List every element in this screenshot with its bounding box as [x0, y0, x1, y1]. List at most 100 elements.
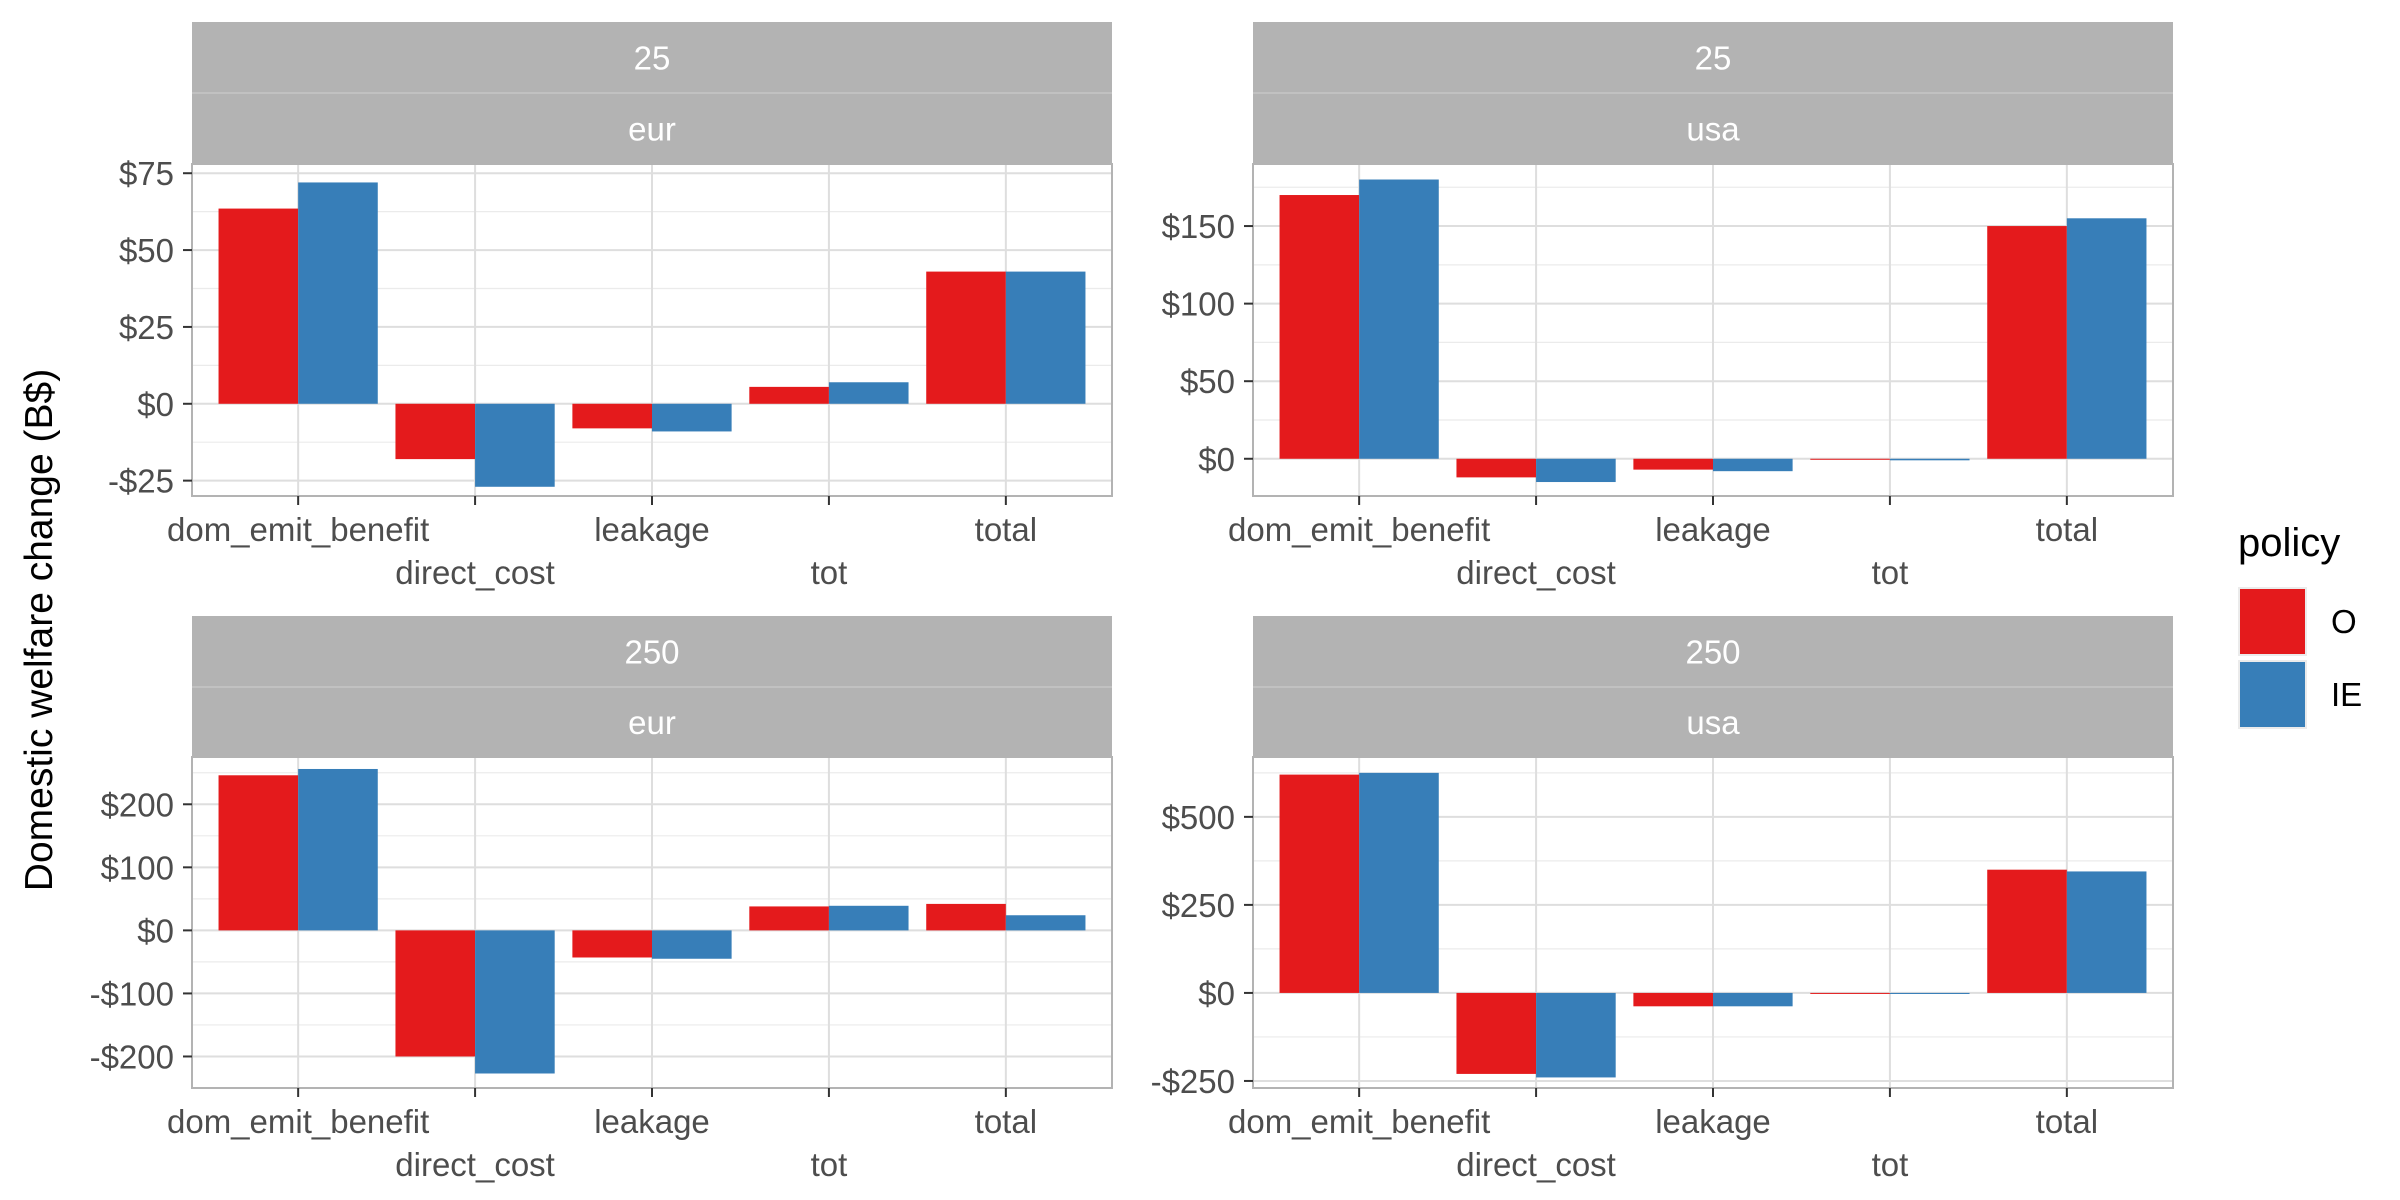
x-tick-label: total [2036, 1103, 2098, 1140]
bar-IE-leakage [652, 403, 732, 432]
legend-swatch-O [2240, 589, 2305, 654]
y-tick-label: -$25 [108, 463, 174, 500]
strip-top-label: 25 [1695, 40, 1732, 77]
strip-bottom-label: usa [1686, 704, 1740, 741]
bar-O-dom_emit_benefit [218, 775, 299, 931]
x-tick-label: dom_emit_benefit [1228, 511, 1490, 548]
strip-bottom-label: usa [1686, 111, 1740, 148]
strip-top-label: 25 [634, 40, 671, 77]
y-tick-label: $250 [1162, 887, 1235, 924]
bar-O-leakage [1633, 992, 1713, 1007]
strip-bottom-label: eur [628, 111, 676, 148]
strip-top-label: 250 [1685, 634, 1740, 671]
strip-bottom-box [192, 93, 1112, 164]
strip-top-box [1253, 22, 2173, 93]
x-tick-label: tot [1872, 1146, 1909, 1183]
x-tick-label: total [975, 511, 1037, 548]
bar-O-direct_cost [1456, 992, 1537, 1074]
y-tick-label: $50 [1180, 363, 1235, 400]
bar-IE-direct_cost [475, 930, 555, 1074]
strip-top-box [1253, 616, 2173, 687]
y-axis-title: Domestic welfare change (B$) [18, 369, 61, 891]
y-tick-label: $200 [101, 786, 174, 823]
strip-bottom-box [192, 687, 1112, 757]
bar-O-tot [1810, 458, 1890, 460]
facet-panel-250-eur: 250 eur -$200 -$100 $0 $100 $200 dom_emit_benef… [90, 616, 1113, 1183]
legend: policy O IE [2238, 521, 2362, 729]
bar-IE-total [2066, 218, 2147, 459]
x-tick-label: leakage [594, 1103, 710, 1140]
legend-swatch-IE [2240, 662, 2305, 727]
x-tick-label: tot [811, 554, 848, 591]
y-tick-label: $500 [1162, 799, 1235, 836]
legend-title: policy [2238, 521, 2340, 565]
legend-label-IE: IE [2331, 676, 2362, 713]
y-tick-label: $100 [101, 849, 174, 886]
bar-O-direct_cost [395, 930, 476, 1057]
y-tick-label: $50 [119, 232, 174, 269]
x-tick-label: direct_cost [1456, 554, 1616, 591]
strip-bottom-box [1253, 93, 2173, 164]
x-tick-label: direct_cost [1456, 1146, 1616, 1183]
facet-panel-25-eur: 25 eur -$25 $0 $25 $50 $75 dom_emit_benefitdire… [108, 22, 1113, 591]
bar-O-tot [749, 386, 829, 404]
strip-top-box [192, 22, 1112, 93]
legend-label-O: O [2331, 603, 2357, 640]
bar-IE-leakage [1713, 458, 1793, 472]
bar-IE-tot [1889, 458, 1970, 461]
bar-IE-leakage [652, 930, 732, 959]
y-tick-label: $0 [137, 912, 174, 949]
bar-O-total [926, 271, 1006, 404]
bar-IE-dom_emit_benefit [1359, 179, 1439, 459]
strip-top-box [192, 616, 1112, 687]
bar-O-total [1987, 869, 2067, 993]
x-tick-label: direct_cost [395, 554, 555, 591]
strip-bottom-box [1253, 687, 2173, 757]
bar-IE-dom_emit_benefit [1359, 772, 1439, 993]
x-tick-label: leakage [594, 511, 710, 548]
strip-top-label: 250 [624, 634, 679, 671]
bar-O-direct_cost [395, 403, 476, 460]
bar-O-total [1987, 226, 2067, 459]
y-tick-label: -$250 [1151, 1063, 1235, 1100]
bar-O-tot [749, 906, 829, 931]
bar-IE-direct_cost [1536, 992, 1616, 1078]
bar-IE-tot [828, 382, 909, 404]
bar-IE-tot [1889, 992, 1970, 994]
y-tick-label: $0 [137, 386, 174, 423]
y-tick-label: $150 [1162, 208, 1235, 245]
bar-IE-total [1005, 915, 1086, 931]
facet-panel-250-usa: 250 usa -$250 $0 $250 $500 dom_emit_benefitdir… [1151, 616, 2174, 1183]
y-tick-label: -$200 [90, 1038, 174, 1075]
x-tick-label: leakage [1655, 1103, 1771, 1140]
x-tick-label: dom_emit_benefit [1228, 1103, 1490, 1140]
bar-O-dom_emit_benefit [1279, 195, 1360, 459]
bar-IE-direct_cost [475, 403, 555, 487]
bar-O-direct_cost [1456, 458, 1537, 478]
x-tick-label: tot [1872, 554, 1909, 591]
x-tick-label: dom_emit_benefit [167, 1103, 429, 1140]
facet-panel-25-usa: 25 usa $0 $50 $100 $150 dom_emit_benefitdirect… [1162, 22, 2174, 591]
y-tick-label: $0 [1198, 441, 1235, 478]
panels-layer: 25eur-$25$0$25$50$75dom_emit_benefitdire… [90, 22, 2174, 1183]
bar-O-leakage [1633, 458, 1713, 470]
y-tick-label: $75 [119, 155, 174, 192]
x-tick-label: leakage [1655, 511, 1771, 548]
bar-IE-tot [828, 905, 909, 931]
x-tick-label: dom_emit_benefit [167, 511, 429, 548]
bar-IE-dom_emit_benefit [298, 182, 378, 404]
bar-IE-total [1005, 271, 1086, 404]
bar-O-dom_emit_benefit [1279, 774, 1360, 993]
x-tick-label: tot [811, 1146, 848, 1183]
bar-IE-total [2066, 871, 2147, 993]
x-tick-label: direct_cost [395, 1146, 555, 1183]
y-tick-label: $100 [1162, 286, 1235, 323]
bar-IE-direct_cost [1536, 458, 1616, 483]
x-tick-label: total [975, 1103, 1037, 1140]
y-tick-label: $0 [1198, 975, 1235, 1012]
bar-O-tot [1810, 992, 1890, 994]
bar-O-total [926, 903, 1006, 931]
bar-O-leakage [572, 930, 652, 958]
y-tick-label: -$100 [90, 975, 174, 1012]
